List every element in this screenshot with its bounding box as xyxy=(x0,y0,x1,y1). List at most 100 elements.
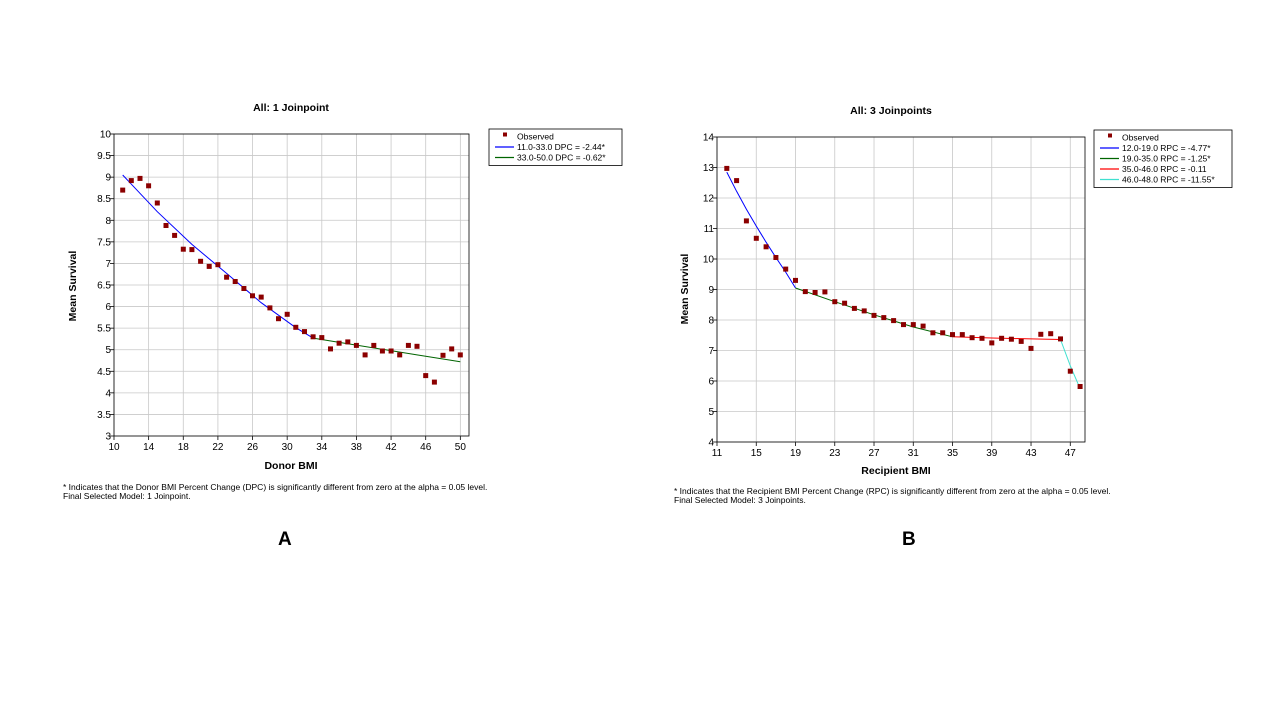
observed-point xyxy=(302,329,307,335)
observed-point xyxy=(198,258,204,264)
y-tick-label: 4 xyxy=(708,438,714,449)
observed-point xyxy=(773,255,779,260)
legend-entry-label: 46.0-48.0 RPC = -11.55* xyxy=(1122,175,1215,185)
observed-point xyxy=(146,183,152,189)
observed-point xyxy=(1058,336,1063,342)
observed-point xyxy=(388,348,394,354)
observed-point xyxy=(783,266,789,272)
observed-point xyxy=(753,235,759,241)
observed-point xyxy=(232,279,238,284)
observed-point xyxy=(206,263,212,269)
observed-point xyxy=(959,332,965,338)
observed-point xyxy=(891,318,897,324)
y-tick-label: 7.5 xyxy=(97,237,111,248)
y-tick-label: 3 xyxy=(105,432,111,443)
observed-point xyxy=(1067,368,1073,374)
y-tick-label: 5 xyxy=(708,407,714,418)
observed-point xyxy=(310,334,316,340)
footnote-significance: * Indicates that the Recipient BMI Perce… xyxy=(674,486,1111,496)
observed-point xyxy=(950,332,955,338)
observed-point xyxy=(431,379,437,385)
x-tick-label: 35 xyxy=(947,448,959,459)
y-tick-label: 14 xyxy=(703,133,715,144)
fitted-segment-line xyxy=(1060,339,1081,389)
x-tick-label: 23 xyxy=(829,448,841,459)
observed-point xyxy=(1028,345,1034,351)
chart-panel-a: All: 1 Joinpoint Donor BMI Mean Survival… xyxy=(63,102,623,550)
observed-point xyxy=(969,335,975,341)
observed-point xyxy=(250,293,255,299)
x-tick-label: 22 xyxy=(212,442,224,453)
observed-point xyxy=(842,300,848,306)
y-tick-label: 9 xyxy=(105,173,111,184)
y-tick-label: 8 xyxy=(708,316,714,327)
y-tick-label: 13 xyxy=(703,163,715,174)
observed-point xyxy=(763,244,769,250)
observed-point xyxy=(1038,331,1044,337)
y-tick-label: 9.5 xyxy=(97,151,111,162)
observed-point xyxy=(901,322,906,328)
y-axis-label: Mean Survival xyxy=(679,254,691,325)
legend-entry-label: 19.0-35.0 RPC = -1.25* xyxy=(1122,154,1211,164)
y-tick-label: 8 xyxy=(105,216,111,227)
x-tick-label: 30 xyxy=(282,442,294,453)
x-tick-label: 42 xyxy=(386,442,398,453)
plot-frame xyxy=(716,136,1086,443)
footnote-final-model: Final Selected Model: 3 Joinpoints. xyxy=(674,495,806,505)
observed-point xyxy=(215,262,221,268)
x-tick-label: 31 xyxy=(908,448,920,459)
y-tick-label: 5.5 xyxy=(97,324,111,335)
y-tick-label: 10 xyxy=(100,130,112,141)
observed-point xyxy=(743,218,749,224)
observed-point xyxy=(379,348,385,354)
x-tick-label: 26 xyxy=(247,442,259,453)
x-tick-label: 18 xyxy=(178,442,190,453)
observed-point xyxy=(371,342,377,348)
observed-point xyxy=(137,175,143,181)
x-axis-label: Recipient BMI xyxy=(861,465,931,477)
observed-point xyxy=(989,340,995,346)
observed-point xyxy=(822,289,828,295)
observed-point xyxy=(457,352,463,358)
observed-point xyxy=(1048,331,1054,337)
observed-point xyxy=(812,290,818,295)
y-tick-label: 12 xyxy=(703,194,715,205)
observed-point xyxy=(362,352,368,358)
legend-marker-observed xyxy=(503,132,507,137)
y-tick-label: 6.5 xyxy=(97,281,111,292)
legend-entry-label: 35.0-46.0 RPC = -0.11 xyxy=(1122,164,1207,174)
chart-panel-b: All: 3 Joinpoints Recipient BMI Mean Sur… xyxy=(640,0,1280,720)
observed-point xyxy=(276,316,281,322)
y-tick-label: 4.5 xyxy=(97,367,111,378)
observed-point xyxy=(920,323,926,329)
legend-entry-label: Observed xyxy=(1122,133,1159,143)
observed-point xyxy=(851,305,857,311)
observed-point xyxy=(258,294,264,300)
observed-point xyxy=(440,352,446,358)
legend-entry-label: 11.0-33.0 DPC = -2.44* xyxy=(517,142,606,152)
observed-point xyxy=(1077,384,1083,389)
footnote-significance: * Indicates that the Donor BMI Percent C… xyxy=(63,482,488,492)
y-tick-label: 7 xyxy=(708,346,714,357)
joinpoint-chart-recipient-bmi: All: 3 Joinpoints Recipient BMI Mean Sur… xyxy=(679,105,1233,477)
x-tick-label: 34 xyxy=(316,442,328,453)
chart-title: All: 1 Joinpoint xyxy=(253,102,329,114)
panel-label-b: B xyxy=(902,529,916,550)
observed-point xyxy=(241,286,247,291)
y-axis-label: Mean Survival xyxy=(67,251,79,322)
observed-point xyxy=(802,289,808,295)
observed-point xyxy=(734,178,740,184)
y-tick-label: 8.5 xyxy=(97,194,111,205)
observed-point xyxy=(999,335,1005,341)
legend-entry-label: Observed xyxy=(517,132,554,142)
observed-point xyxy=(267,305,273,311)
observed-point xyxy=(189,247,195,253)
observed-point xyxy=(328,346,333,352)
y-tick-label: 6 xyxy=(105,302,111,313)
observed-point xyxy=(172,232,178,238)
observed-point xyxy=(871,312,877,318)
observed-point xyxy=(930,330,936,336)
y-tick-label: 7 xyxy=(105,259,111,270)
observed-point xyxy=(1008,336,1014,342)
plot-frame xyxy=(113,133,470,437)
